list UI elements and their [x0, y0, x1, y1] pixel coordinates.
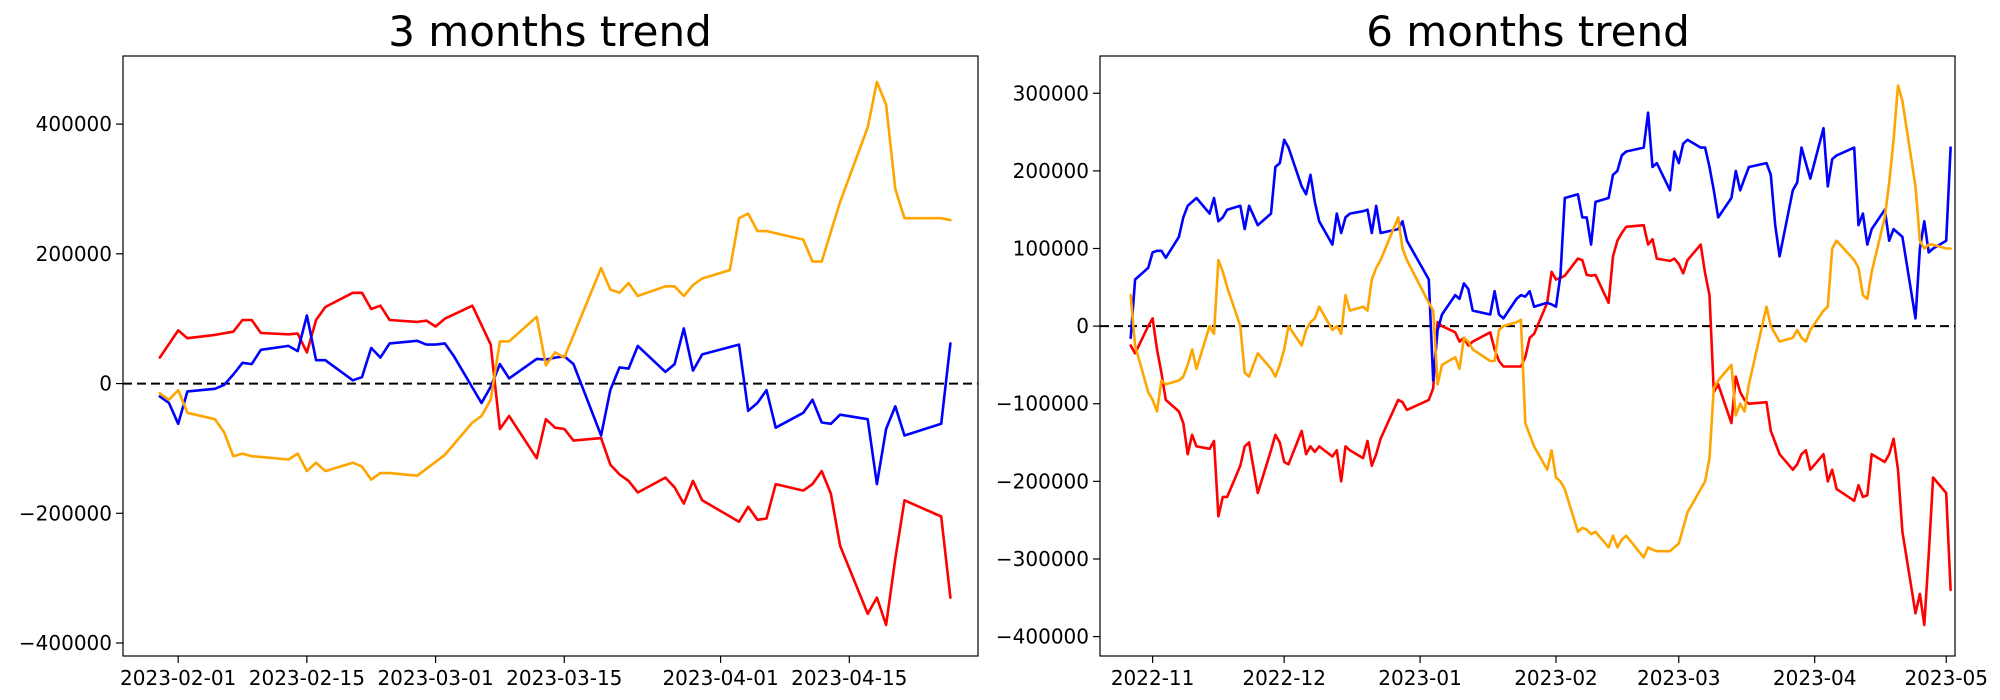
x-tick-label: 2023-05 — [1904, 666, 1988, 690]
y-tick-label: 100000 — [1013, 236, 1089, 260]
series-3-points — [1130, 85, 1951, 558]
y-tick-label: 200000 — [1013, 159, 1089, 183]
x-tick-label: 2022-11 — [1111, 666, 1195, 690]
x-tick-label: 2022-12 — [1242, 666, 1326, 690]
x-tick-label: 2023-01 — [1378, 666, 1462, 690]
x-tick-label: 2023-04-01 — [662, 666, 778, 690]
x-tick-label: 2023-02-01 — [120, 666, 236, 690]
series-2-points — [159, 315, 951, 485]
x-tick-label: 2023-04-15 — [791, 666, 907, 690]
plot-area-6-months: −400000 −300000 −200000 −100000 0 100000 20000… — [996, 55, 1988, 690]
y-tick-label: −200000 — [996, 469, 1089, 493]
y-tick-label: 200000 — [36, 242, 112, 266]
plot-area-3-months: −400000 −200000 0 200000 400000 2023-02-01 202… — [19, 55, 979, 690]
series-1-points — [1130, 225, 1951, 626]
x-tick-label: 2023-04 — [1773, 666, 1857, 690]
y-tick-label: 0 — [1076, 314, 1089, 338]
x-tick-label: 2023-02-15 — [249, 666, 365, 690]
chart-title-3-months: 3 months trend — [388, 7, 712, 56]
series-2-points — [1130, 112, 1951, 381]
series-line-2 — [1129, 111, 1952, 382]
y-tick-label: −200000 — [19, 501, 112, 525]
y-tick-label: −400000 — [19, 631, 112, 655]
axes-frame — [122, 55, 979, 657]
series-1-points — [159, 292, 951, 626]
series-line-1 — [1129, 223, 1952, 627]
y-tick-label: −300000 — [996, 547, 1089, 571]
chart-6-months: 6 months trend −400000 −300000 −200000 −100… — [996, 7, 1988, 690]
x-tick-label: 2023-03-01 — [377, 666, 493, 690]
x-tick-label: 2023-02 — [1514, 666, 1598, 690]
series-line-3 — [158, 80, 952, 481]
axes-frame — [1099, 55, 1956, 657]
chart-title-6-months: 6 months trend — [1366, 7, 1690, 56]
series-3-points — [159, 81, 951, 480]
y-tick-label: 300000 — [1013, 81, 1089, 105]
y-tick-label: 0 — [99, 372, 112, 396]
chart-3-months: 3 months trend −400000 −200000 0 200000 4000… — [19, 7, 979, 690]
x-tick-label: 2023-03-15 — [506, 666, 622, 690]
x-tick-label: 2023-03 — [1637, 666, 1721, 690]
y-tick-label: −100000 — [996, 392, 1089, 416]
y-tick-label: 400000 — [36, 112, 112, 136]
y-tick-label: −400000 — [996, 625, 1089, 649]
series-line-3 — [1129, 84, 1952, 559]
series-line-1 — [158, 291, 952, 627]
